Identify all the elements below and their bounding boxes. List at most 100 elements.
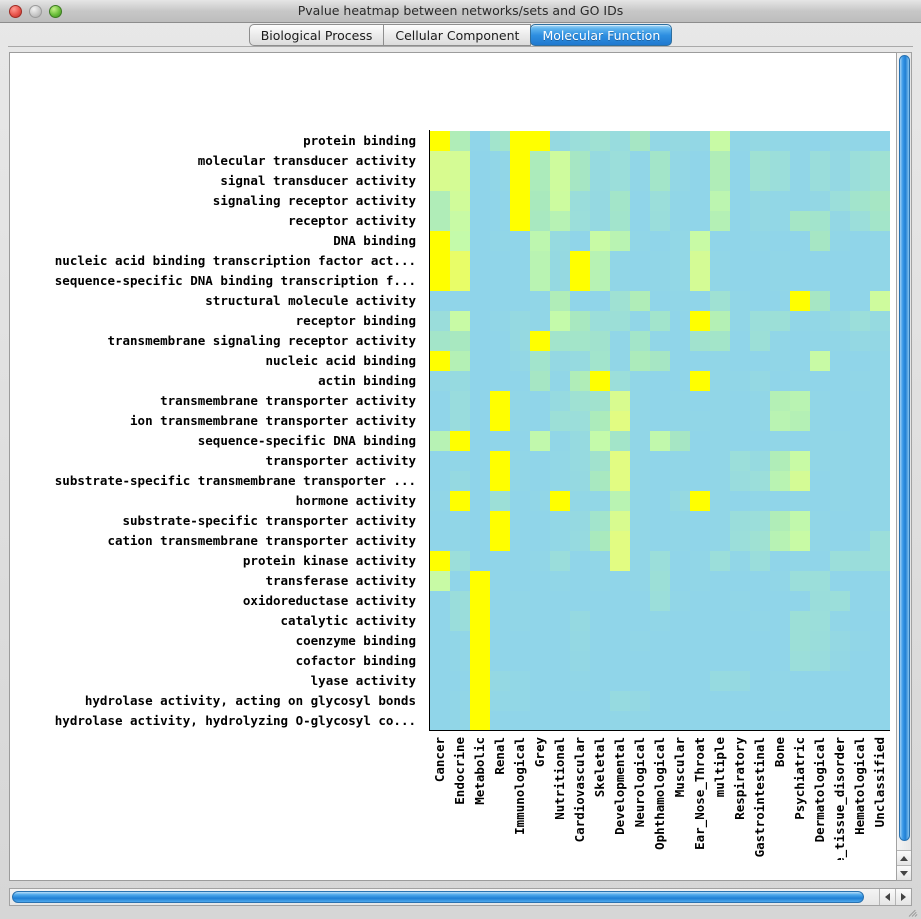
heatmap-cell[interactable]: [490, 271, 510, 291]
heatmap-cell[interactable]: [750, 331, 770, 351]
heatmap-cell[interactable]: [530, 491, 550, 511]
heatmap-cell[interactable]: [470, 671, 490, 691]
heatmap-cell[interactable]: [710, 651, 730, 671]
heatmap-cell[interactable]: [430, 471, 450, 491]
heatmap-cell[interactable]: [810, 311, 830, 331]
heatmap-cell[interactable]: [650, 651, 670, 671]
heatmap-cell[interactable]: [570, 651, 590, 671]
heatmap-cell[interactable]: [750, 191, 770, 211]
heatmap-cell[interactable]: [450, 391, 470, 411]
heatmap-cell[interactable]: [550, 711, 570, 731]
heatmap-cell[interactable]: [790, 531, 810, 551]
heatmap-cell[interactable]: [830, 531, 850, 551]
heatmap-cell[interactable]: [710, 231, 730, 251]
heatmap-cell[interactable]: [830, 391, 850, 411]
heatmap-cell[interactable]: [570, 551, 590, 571]
heatmap-cell[interactable]: [490, 511, 510, 531]
heatmap-cell[interactable]: [610, 311, 630, 331]
heatmap-cell[interactable]: [770, 311, 790, 331]
heatmap-cell[interactable]: [770, 191, 790, 211]
heatmap-cell[interactable]: [810, 231, 830, 251]
heatmap-cell[interactable]: [790, 131, 810, 151]
heatmap-cell[interactable]: [710, 431, 730, 451]
heatmap-cell[interactable]: [550, 471, 570, 491]
heatmap-cell[interactable]: [830, 571, 850, 591]
heatmap-cell[interactable]: [790, 191, 810, 211]
heatmap-cell[interactable]: [850, 571, 870, 591]
heatmap-cell[interactable]: [730, 511, 750, 531]
heatmap-cell[interactable]: [870, 491, 890, 511]
heatmap-cell[interactable]: [670, 491, 690, 511]
heatmap-cell[interactable]: [810, 431, 830, 451]
heatmap-cell[interactable]: [810, 411, 830, 431]
heatmap-cell[interactable]: [670, 611, 690, 631]
heatmap-cell[interactable]: [750, 411, 770, 431]
heatmap-cell[interactable]: [630, 431, 650, 451]
heatmap-cell[interactable]: [550, 551, 570, 571]
heatmap-cell[interactable]: [610, 691, 630, 711]
heatmap-cell[interactable]: [670, 551, 690, 571]
heatmap-cell[interactable]: [690, 691, 710, 711]
heatmap-cell[interactable]: [490, 131, 510, 151]
heatmap-cell[interactable]: [510, 531, 530, 551]
heatmap-cell[interactable]: [730, 171, 750, 191]
heatmap-cell[interactable]: [870, 411, 890, 431]
heatmap-cell[interactable]: [510, 191, 530, 211]
heatmap-cell[interactable]: [570, 231, 590, 251]
heatmap-cell[interactable]: [690, 431, 710, 451]
heatmap-cell[interactable]: [870, 251, 890, 271]
heatmap-cell[interactable]: [590, 291, 610, 311]
heatmap-cell[interactable]: [490, 411, 510, 431]
heatmap-cell[interactable]: [450, 171, 470, 191]
heatmap-cell[interactable]: [590, 591, 610, 611]
heatmap-cell[interactable]: [670, 251, 690, 271]
heatmap-cell[interactable]: [650, 591, 670, 611]
heatmap-cell[interactable]: [630, 691, 650, 711]
heatmap-cell[interactable]: [550, 151, 570, 171]
heatmap-cell[interactable]: [690, 711, 710, 731]
heatmap-cell[interactable]: [610, 171, 630, 191]
heatmap-cell[interactable]: [710, 351, 730, 371]
heatmap-cell[interactable]: [690, 271, 710, 291]
heatmap-cell[interactable]: [830, 491, 850, 511]
heatmap-cell[interactable]: [470, 591, 490, 611]
heatmap-cell[interactable]: [590, 431, 610, 451]
heatmap-cell[interactable]: [770, 131, 790, 151]
heatmap-cell[interactable]: [570, 351, 590, 371]
heatmap-cell[interactable]: [630, 291, 650, 311]
heatmap-cell[interactable]: [830, 631, 850, 651]
heatmap-cell[interactable]: [750, 551, 770, 571]
heatmap-cell[interactable]: [850, 631, 870, 651]
heatmap-cell[interactable]: [670, 511, 690, 531]
heatmap-cell[interactable]: [850, 491, 870, 511]
heatmap-cell[interactable]: [830, 151, 850, 171]
heatmap-cell[interactable]: [510, 371, 530, 391]
heatmap-cell[interactable]: [510, 631, 530, 651]
heatmap-cell[interactable]: [470, 311, 490, 331]
heatmap-cell[interactable]: [510, 231, 530, 251]
heatmap-cell[interactable]: [470, 291, 490, 311]
heatmap-cell[interactable]: [830, 191, 850, 211]
heatmap-cell[interactable]: [870, 551, 890, 571]
heatmap-cell[interactable]: [670, 171, 690, 191]
heatmap-cell[interactable]: [510, 571, 530, 591]
heatmap-cell[interactable]: [650, 251, 670, 271]
heatmap-cell[interactable]: [590, 151, 610, 171]
heatmap-cell[interactable]: [810, 191, 830, 211]
heatmap-cell[interactable]: [430, 331, 450, 351]
heatmap-cell[interactable]: [630, 171, 650, 191]
heatmap-cell[interactable]: [450, 451, 470, 471]
heatmap-cell[interactable]: [750, 171, 770, 191]
heatmap-cell[interactable]: [790, 391, 810, 411]
heatmap-cell[interactable]: [590, 251, 610, 271]
heatmap-cell[interactable]: [730, 311, 750, 331]
heatmap-cell[interactable]: [870, 391, 890, 411]
heatmap-cell[interactable]: [650, 611, 670, 631]
heatmap-cell[interactable]: [630, 391, 650, 411]
heatmap-cell[interactable]: [690, 371, 710, 391]
heatmap-cell[interactable]: [630, 331, 650, 351]
heatmap-cell[interactable]: [610, 251, 630, 271]
heatmap-cell[interactable]: [490, 671, 510, 691]
heatmap-cell[interactable]: [710, 151, 730, 171]
heatmap-cell[interactable]: [470, 371, 490, 391]
